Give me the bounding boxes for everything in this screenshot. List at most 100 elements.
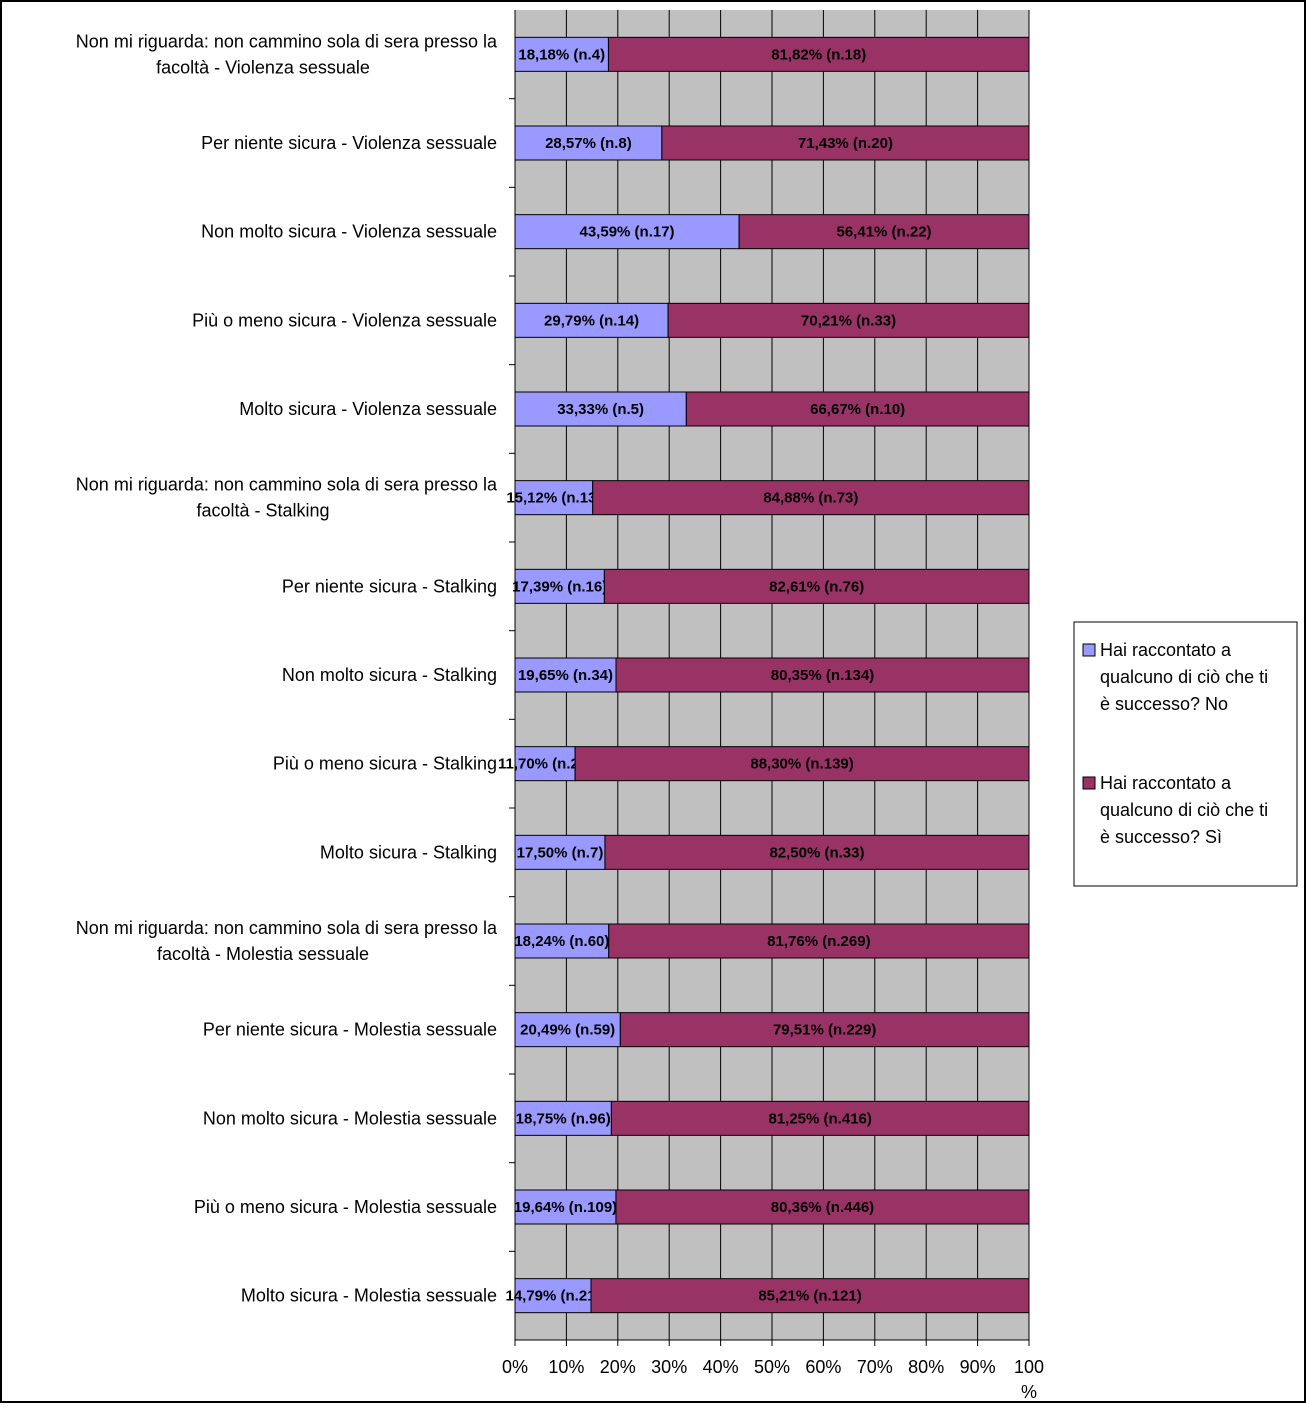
- bar-segment-si: [615, 1189, 1030, 1225]
- x-tick-label: 20%: [600, 1357, 636, 1377]
- legend: Hai raccontato a qualcuno di ciò che ti è …: [1073, 621, 1298, 887]
- bar-segment-no: [514, 391, 687, 427]
- bar-data-label: 14,79% (n.21): [505, 1288, 600, 1305]
- bar-data-label: 66,67% (n.10): [810, 401, 905, 418]
- category-label: facoltà - Violenza sessuale: [156, 57, 370, 77]
- category-label: Non mi riguarda: non cammino sola di ser…: [76, 475, 498, 495]
- bar-data-label: 80,35% (n.134): [771, 667, 874, 684]
- bar-segment-si: [608, 923, 1030, 959]
- bar-data-label: 15,12% (n.13): [506, 490, 601, 507]
- bar-data-label: 11,70% (n.20): [498, 756, 592, 773]
- bar-data-label: 17,50% (n.7): [517, 844, 604, 861]
- legend-entry-label: qualcuno di ciò che ti: [1100, 800, 1268, 820]
- category-label: Più o meno sicura - Molestia sessuale: [194, 1197, 497, 1217]
- x-unit-label: %: [1021, 1382, 1037, 1402]
- category-label: Non molto sicura - Stalking: [282, 665, 497, 685]
- bar-segment-si: [619, 1012, 1030, 1048]
- bar-data-label: 28,57% (n.8): [545, 135, 632, 152]
- bar-segment-no: [514, 480, 594, 516]
- category-label: facoltà - Molestia sessuale: [157, 944, 369, 964]
- x-tick-label: 50%: [754, 1357, 790, 1377]
- bar-segment-si: [610, 1100, 1030, 1136]
- bar-data-label: 84,88% (n.73): [763, 490, 858, 507]
- bar-segment-si: [615, 657, 1030, 693]
- bar-segment-no: [514, 657, 617, 693]
- category-label: Per niente sicura - Stalking: [282, 576, 497, 596]
- category-label: Non molto sicura - Violenza sessuale: [201, 222, 497, 242]
- bar-data-label: 56,41% (n.22): [837, 224, 932, 241]
- bar-data-label: 71,43% (n.20): [798, 135, 893, 152]
- category-label: Molto sicura - Molestia sessuale: [241, 1286, 497, 1306]
- bar-segment-si: [685, 391, 1030, 427]
- category-label: Per niente sicura - Violenza sessuale: [201, 133, 497, 153]
- bar-data-label: 82,50% (n.33): [769, 844, 864, 861]
- legend-entry-label: Hai raccontato a: [1100, 773, 1232, 793]
- bar-segment-si: [590, 1278, 1030, 1314]
- bar-segment-no: [514, 923, 610, 959]
- bar-data-label: 82,61% (n.76): [769, 578, 864, 595]
- bar-data-label: 33,33% (n.5): [557, 401, 644, 418]
- bar-segment-no: [514, 125, 663, 161]
- legend-entry-label: è successo? No: [1100, 694, 1228, 714]
- plot-area: 18,18% (n.4) 81,82% (n.18) 28,57% (n.8) 71,…: [498, 10, 1030, 1341]
- bar-data-label: 85,21% (n.121): [758, 1288, 861, 1305]
- category-label: Non mi riguarda: non cammino sola di ser…: [76, 31, 498, 51]
- bar-data-label: 19,65% (n.34): [518, 667, 613, 684]
- x-tick-label: 70%: [857, 1357, 893, 1377]
- legend-box: [1073, 621, 1298, 887]
- bar-segment-no: [514, 214, 740, 250]
- x-tick-label: 90%: [960, 1357, 996, 1377]
- category-label: Molto sicura - Violenza sessuale: [239, 399, 497, 419]
- bar-data-label: 18,75% (n.96): [516, 1110, 611, 1127]
- bar-data-label: 43,59% (n.17): [580, 224, 675, 241]
- bar-data-label: 81,82% (n.18): [771, 46, 866, 63]
- bar-data-label: 81,76% (n.269): [767, 933, 870, 950]
- category-label: Non molto sicura - Molestia sessuale: [203, 1108, 497, 1128]
- bar-data-label: 70,21% (n.33): [801, 312, 896, 329]
- legend-swatch-si: [1082, 776, 1096, 790]
- x-tick-label: 60%: [805, 1357, 841, 1377]
- bar-segment-no: [514, 36, 609, 72]
- bar-segment-si: [604, 834, 1030, 870]
- bar-data-label: 18,24% (n.60): [514, 933, 609, 950]
- bar-segment-no: [514, 1189, 617, 1225]
- bar-segment-si: [574, 746, 1030, 782]
- bar-segment-si: [603, 568, 1030, 604]
- x-tick-label: 30%: [651, 1357, 687, 1377]
- legend-swatch-no: [1082, 643, 1096, 657]
- bar-data-label: 29,79% (n.14): [544, 312, 639, 329]
- bar-data-label: 17,39% (n.16): [512, 578, 607, 595]
- x-tick-label: 80%: [908, 1357, 944, 1377]
- x-tick-label: 10%: [548, 1357, 584, 1377]
- category-label: facoltà - Stalking: [196, 501, 329, 521]
- bar-data-label: 20,49% (n.59): [520, 1022, 615, 1039]
- legend-entry-label: Hai raccontato a: [1100, 640, 1232, 660]
- category-label: Molto sicura - Stalking: [320, 842, 497, 862]
- x-tick-label: 40%: [703, 1357, 739, 1377]
- category-label: Per niente sicura - Molestia sessuale: [203, 1020, 497, 1040]
- bar-data-label: 79,51% (n.229): [773, 1022, 876, 1039]
- category-label: Più o meno sicura - Violenza sessuale: [192, 310, 497, 330]
- x-tick-label: 100: [1014, 1357, 1044, 1377]
- x-tick-label: 0%: [502, 1357, 528, 1377]
- bar-data-label: 80,36% (n.446): [771, 1199, 874, 1216]
- bar-segment-si: [661, 125, 1030, 161]
- bar-segment-no: [514, 834, 606, 870]
- bar-data-label: 88,30% (n.139): [750, 756, 853, 773]
- category-label: Più o meno sicura - Stalking: [273, 754, 497, 774]
- x-axis-ticks: 0% 10% 20% 30% 40% 50% 60% 70% 80% 90% 100%: [502, 1340, 1044, 1402]
- legend-entry-label: qualcuno di ciò che ti: [1100, 667, 1268, 687]
- bar-data-label: 81,25% (n.416): [768, 1110, 871, 1127]
- category-label: Non mi riguarda: non cammino sola di ser…: [76, 918, 498, 938]
- bar-segment-si: [592, 480, 1030, 516]
- bar-segment-si: [607, 36, 1030, 72]
- bar-data-label: 18,18% (n.4): [518, 46, 605, 63]
- category-labels: Non mi riguarda: non cammino sola di ser…: [76, 31, 498, 1305]
- bar-segment-no: [514, 746, 576, 782]
- bar-segment-si: [738, 214, 1030, 250]
- bar-segment-no: [514, 302, 669, 338]
- bar-segment-si: [667, 302, 1030, 338]
- legend-entry-label: è successo? Sì: [1100, 827, 1222, 847]
